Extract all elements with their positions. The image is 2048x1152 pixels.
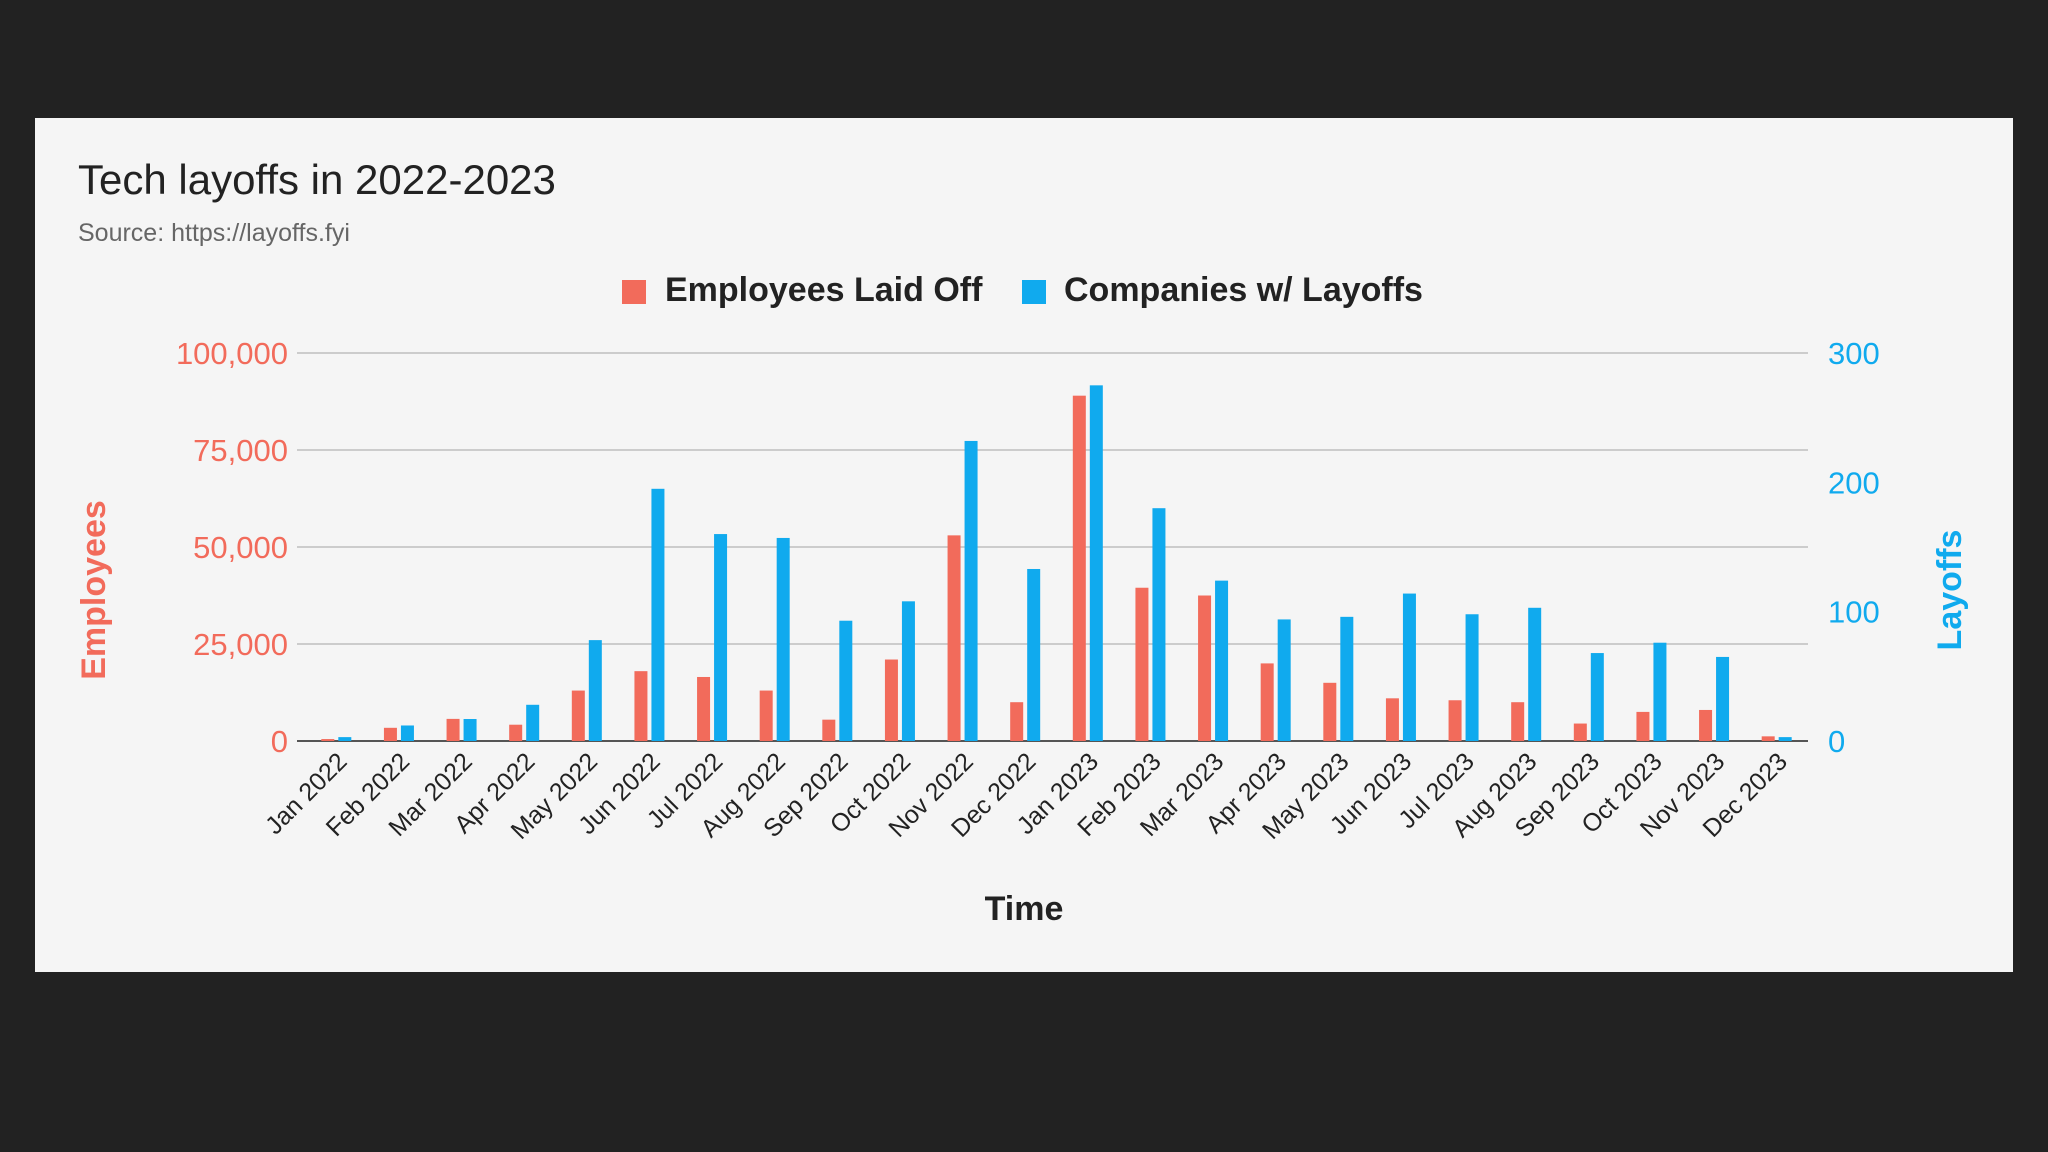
bar-employees-laid-off bbox=[1198, 595, 1212, 741]
bar-employees-laid-off bbox=[571, 690, 585, 741]
bar-employees-laid-off bbox=[509, 724, 523, 741]
bar-employees-laid-off bbox=[1636, 711, 1650, 741]
bar-companies-with-layoffs bbox=[1277, 619, 1291, 741]
bar-companies-with-layoffs bbox=[839, 620, 853, 741]
bar-employees-laid-off bbox=[1135, 587, 1149, 741]
bar-companies-with-layoffs bbox=[776, 537, 790, 741]
legend-label-employees: Employees Laid Off bbox=[665, 271, 983, 309]
chart-subtitle: Source: https://layoffs.fyi bbox=[78, 219, 350, 247]
y-left-tick-label: 100,000 bbox=[176, 336, 288, 371]
y-left-tick-label: 50,000 bbox=[193, 530, 288, 565]
chart-title: Tech layoffs in 2022-2023 bbox=[78, 156, 556, 203]
bar-companies-with-layoffs bbox=[1089, 385, 1103, 741]
bar-companies-with-layoffs bbox=[714, 534, 728, 741]
bar-companies-with-layoffs bbox=[463, 719, 477, 741]
bar-companies-with-layoffs bbox=[1590, 653, 1604, 741]
bar-companies-with-layoffs bbox=[1215, 580, 1229, 741]
bar-companies-with-layoffs bbox=[1152, 508, 1166, 741]
bar-employees-laid-off bbox=[321, 739, 335, 741]
bar-employees-laid-off bbox=[697, 676, 711, 741]
bar-companies-with-layoffs bbox=[651, 488, 665, 741]
bar-companies-with-layoffs bbox=[1653, 642, 1667, 741]
bar-companies-with-layoffs bbox=[1778, 737, 1792, 741]
bar-companies-with-layoffs bbox=[400, 725, 414, 741]
bar-employees-laid-off bbox=[634, 671, 648, 741]
bar-companies-with-layoffs bbox=[526, 704, 540, 741]
bar-companies-with-layoffs bbox=[338, 737, 352, 741]
bar-companies-with-layoffs bbox=[1716, 656, 1730, 741]
bar-employees-laid-off bbox=[446, 718, 460, 741]
y-right-tick-label: 100 bbox=[1828, 595, 1880, 630]
bar-companies-with-layoffs bbox=[1027, 568, 1041, 741]
bar-companies-with-layoffs bbox=[588, 640, 602, 741]
legend-label-companies: Companies w/ Layoffs bbox=[1064, 271, 1423, 309]
bar-employees-laid-off bbox=[1260, 663, 1274, 741]
y-left-tick-label: 0 bbox=[271, 724, 288, 759]
bar-employees-laid-off bbox=[1511, 702, 1525, 741]
y-right-tick-label: 0 bbox=[1828, 724, 1845, 759]
chart-card: Tech layoffs in 2022-2023 Source: https:… bbox=[35, 118, 2013, 972]
bar-employees-laid-off bbox=[947, 535, 961, 741]
legend-swatch-companies bbox=[1022, 280, 1046, 304]
bar-employees-laid-off bbox=[1573, 723, 1587, 741]
bar-employees-laid-off bbox=[1072, 395, 1086, 741]
bar-employees-laid-off bbox=[383, 727, 397, 741]
y-left-tick-label: 75,000 bbox=[193, 433, 288, 468]
x-axis-title: Time bbox=[985, 890, 1064, 928]
bar-companies-with-layoffs bbox=[1402, 593, 1416, 741]
bar-employees-laid-off bbox=[1448, 700, 1462, 741]
bar-companies-with-layoffs bbox=[1528, 607, 1542, 741]
y-left-tick-label: 25,000 bbox=[193, 627, 288, 662]
chart-plot: 025,00050,00075,000100,0000100200300Jan … bbox=[75, 271, 1969, 928]
legend-swatch-employees bbox=[622, 280, 646, 304]
y-right-axis-title: Layoffs bbox=[1931, 530, 1969, 651]
bar-companies-with-layoffs bbox=[1340, 616, 1354, 741]
bar-companies-with-layoffs bbox=[901, 601, 915, 741]
y-right-tick-label: 300 bbox=[1828, 336, 1880, 371]
bar-employees-laid-off bbox=[1385, 698, 1399, 741]
bar-employees-laid-off bbox=[884, 659, 898, 741]
y-left-axis-title: Employees bbox=[75, 500, 113, 680]
y-right-tick-label: 200 bbox=[1828, 465, 1880, 500]
bar-companies-with-layoffs bbox=[1465, 614, 1479, 741]
bar-companies-with-layoffs bbox=[964, 440, 978, 741]
bar-employees-laid-off bbox=[759, 690, 773, 741]
bar-employees-laid-off bbox=[1323, 682, 1337, 741]
bar-employees-laid-off bbox=[1761, 736, 1775, 741]
bar-employees-laid-off bbox=[1699, 709, 1713, 741]
bar-employees-laid-off bbox=[1010, 702, 1024, 741]
bar-employees-laid-off bbox=[822, 719, 836, 741]
